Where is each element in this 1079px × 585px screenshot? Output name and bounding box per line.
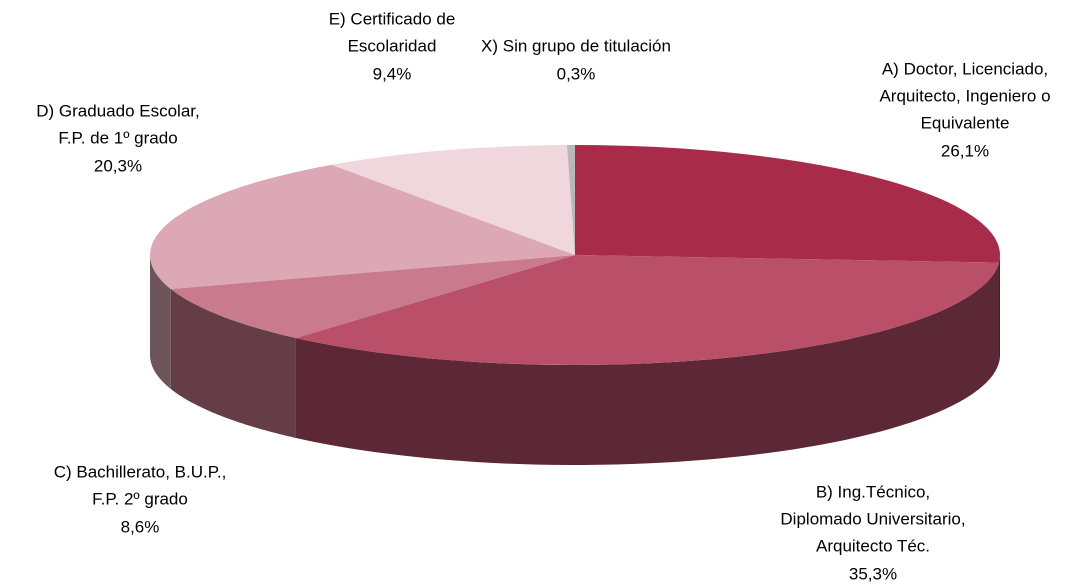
slice-label: E) Certificado de: [329, 9, 456, 28]
slice-label: F.P. de 1º grado: [58, 128, 177, 147]
pie-side: [150, 255, 171, 389]
slice-label: X) Sin grupo de titulación: [481, 36, 671, 55]
pie-slice: [566, 145, 575, 255]
pie-side: [295, 262, 999, 465]
slice-label: B) Ing.Técnico,: [816, 482, 930, 501]
slice-label: C) Bachillerato, B.U.P.,: [54, 462, 227, 481]
value-label: 26,1%: [941, 141, 989, 160]
slice-label: A) Doctor, Licenciado,: [882, 59, 1048, 78]
pie-slice: [170, 255, 576, 338]
value-label: 8,6%: [121, 517, 160, 536]
slice-label: Diplomado Universitario,: [780, 509, 965, 528]
pie-side: [170, 288, 296, 438]
value-label: 35,3%: [849, 564, 897, 583]
slice-label: Escolaridad: [348, 36, 437, 55]
slice-label: Arquitecto Téc.: [816, 536, 930, 555]
pie-slice: [575, 145, 1000, 263]
slice-label: Equivalente: [921, 113, 1010, 132]
slice-label: Arquitecto, Ingeniero o: [879, 86, 1050, 105]
pie-side: [998, 255, 1000, 363]
pie-slice: [331, 145, 575, 255]
value-label: 20,3%: [94, 156, 142, 175]
slice-label: D) Graduado Escolar,: [36, 101, 199, 120]
pie-slice: [149, 164, 576, 289]
value-label: 9,4%: [373, 64, 412, 83]
pie-slice: [295, 255, 999, 365]
slice-label: F.P. 2º grado: [92, 489, 188, 508]
value-label: 0,3%: [557, 64, 596, 83]
